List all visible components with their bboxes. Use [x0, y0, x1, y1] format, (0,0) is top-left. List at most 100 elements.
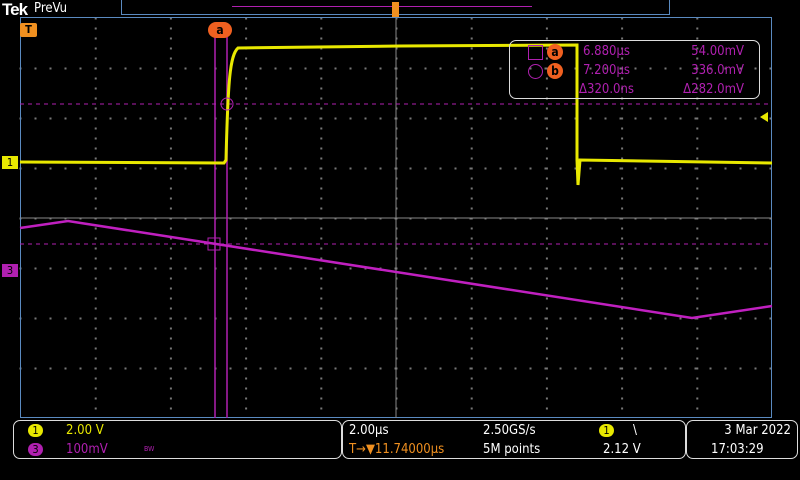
grid-dot [621, 237, 624, 240]
grid-dot [109, 267, 112, 270]
grid-dot [304, 317, 307, 320]
grid-dot [34, 117, 37, 120]
time-per-div[interactable]: 2.00µs [349, 423, 389, 438]
grid-dot [169, 327, 172, 330]
grid-dot [545, 247, 548, 250]
grid-dot [304, 167, 307, 170]
grid-dot [621, 207, 624, 210]
grid-dot [169, 157, 172, 160]
record-length[interactable]: 5M points [483, 442, 541, 457]
grid-dot [139, 317, 142, 320]
grid-dot [769, 167, 772, 170]
grid-dot [589, 167, 592, 170]
grid-dot [34, 267, 37, 270]
horizontal-trigger-panel[interactable]: 2.00µs 2.50GS/s T→▼11.74000µs 5M points … [342, 420, 686, 459]
trigger-marker-icon[interactable]: T [20, 23, 37, 37]
grid-dot [696, 267, 699, 270]
grid-dot [169, 357, 172, 360]
grid-dot [589, 117, 592, 120]
ch1-scale[interactable]: 2.00 V [66, 423, 104, 438]
grid-dot [621, 337, 624, 340]
grid-dot [320, 257, 323, 260]
ch1-ground-marker[interactable]: 1 [2, 156, 18, 169]
grid-dot [259, 67, 262, 70]
grid-dot [621, 197, 624, 200]
grid-dot [470, 77, 473, 80]
grid-dot [364, 167, 367, 170]
ch1-badge[interactable]: 1 [28, 424, 43, 437]
grid-dot [169, 117, 172, 120]
trigger-level-arrow-icon [760, 112, 768, 122]
grid-dot [169, 337, 172, 340]
grid-dot [679, 267, 682, 270]
grid-dot [109, 317, 112, 320]
grid-dot [64, 267, 67, 270]
grid-dot [545, 107, 548, 110]
grid-dot [94, 367, 97, 370]
grid-dot [320, 77, 323, 80]
grid-dot [259, 367, 262, 370]
grid-dot [514, 167, 517, 170]
grid-dot [79, 167, 82, 170]
trigger-level[interactable]: 2.12 V [603, 442, 641, 457]
grid-dot [94, 357, 97, 360]
grid-dot [94, 167, 97, 170]
grid-dot [696, 247, 699, 250]
grid-dot [544, 67, 547, 70]
grid-dot [64, 317, 67, 320]
grid-dot [514, 67, 517, 70]
cursor-a-badge: a [547, 44, 563, 60]
grid-dot [169, 307, 172, 310]
grid-dot [621, 287, 624, 290]
grid-dot [621, 407, 624, 410]
grid-dot [470, 127, 473, 130]
grid-dot [379, 167, 382, 170]
grid-dot [49, 117, 52, 120]
grid-dot [79, 67, 82, 70]
grid-dot [94, 317, 97, 320]
grid-dot [94, 207, 97, 210]
channel-panel[interactable]: 1 2.00 V 3 100mV BW [13, 420, 342, 459]
grid-dot [470, 407, 473, 410]
grid-dot [454, 167, 457, 170]
grid-dot [49, 317, 52, 320]
grid-dot [679, 117, 682, 120]
grid-dot [621, 367, 624, 370]
trigger-source-badge[interactable]: 1 [599, 424, 614, 437]
grid-dot [259, 317, 262, 320]
grid-dot [169, 277, 172, 280]
grid-dot [664, 367, 667, 370]
grid-dot [424, 67, 427, 70]
grid-dot [621, 17, 624, 20]
grid-dot [529, 367, 532, 370]
grid-dot [696, 127, 699, 130]
grid-dot [679, 67, 682, 70]
grid-dot [199, 67, 202, 70]
trigger-position-icon[interactable] [392, 2, 399, 18]
grid-dot [621, 347, 624, 350]
grid-dot [696, 277, 699, 280]
grid-dot [109, 167, 112, 170]
grid-dot [320, 147, 323, 150]
grid-dot [79, 367, 82, 370]
grid-dot [245, 57, 248, 60]
grid-dot [664, 267, 667, 270]
grid-dot [169, 347, 172, 350]
grid-dot [696, 397, 699, 400]
grid-dot [545, 377, 548, 380]
ch3-ground-marker[interactable]: 3 [2, 264, 18, 277]
cursor-a-handle[interactable]: a [208, 22, 232, 38]
grid-dot [49, 67, 52, 70]
grid-dot [621, 137, 624, 140]
ch3-scale[interactable]: 100mV [66, 442, 108, 457]
grid-dot [621, 257, 624, 260]
grid-dot [169, 67, 172, 70]
grid-dot [94, 27, 97, 30]
trigger-position[interactable]: T→▼11.74000µs [349, 442, 445, 457]
grid-dot [320, 107, 323, 110]
grid-dot [34, 367, 37, 370]
ch3-badge[interactable]: 3 [28, 443, 43, 456]
grid-dot [439, 67, 442, 70]
grid-dot [696, 87, 699, 90]
grid-dot [621, 77, 624, 80]
